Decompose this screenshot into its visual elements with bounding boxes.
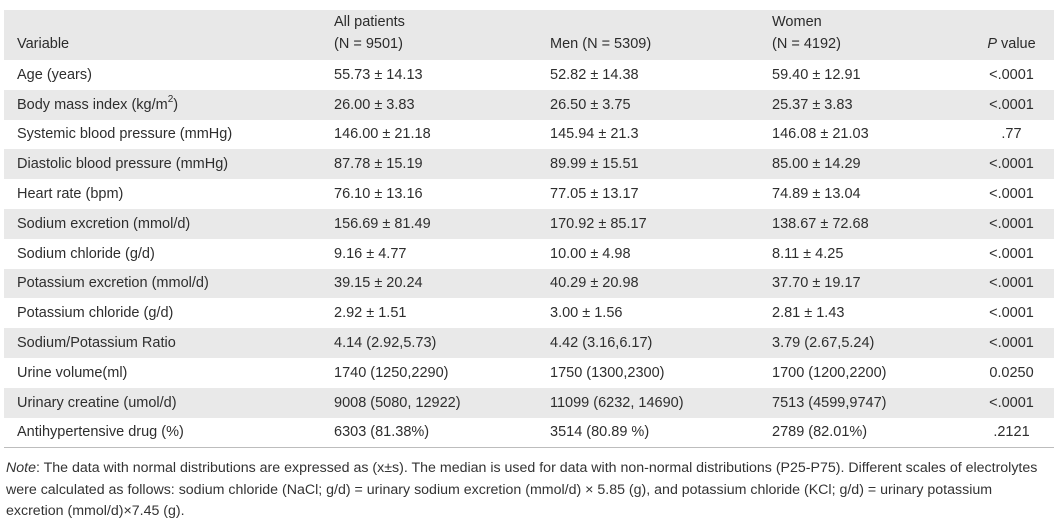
cell-all-patients: 2.92 ± 1.51 [334,305,407,322]
cell-variable: Heart rate (bpm) [17,186,124,203]
cell-p-value: 0.0250 [989,364,1034,381]
cell-all-patients: 76.10 ± 13.16 [334,186,423,203]
cell-men: 40.29 ± 20.98 [550,275,639,292]
cell-women: 2.81 ± 1.43 [772,305,845,322]
table-row: Sodium chloride (g/d) 9.16 ± 4.77 10.00 … [4,238,1054,269]
cell-women: 8.11 ± 4.25 [772,245,844,262]
cell-variable: Age (years) [17,66,92,83]
cell-p-value: <.0001 [989,186,1034,203]
cell-men: 3514 (80.89 %) [537,417,759,448]
table-row: Sodium excretion (mmol/d) 156.69 ± 81.49… [4,208,1054,239]
cell-variable: Urinary creatine (umol/d) [17,394,177,411]
cell-p-value: .2121 [949,417,1054,448]
cell-women: 3.79 (2.67,5.24) [772,335,875,352]
table-row: Sodium/Potassium Ratio 4.14 (2.92,5.73) … [4,328,1054,358]
cell-women: 146.08 ± 21.03 [772,126,869,143]
cell-men: 3.00 ± 1.56 [550,305,623,322]
cell-men: 26.50 ± 3.75 [550,96,631,113]
cell-men: 77.05 ± 13.17 [550,186,639,203]
cell-all-patients: 9.16 ± 4.77 [334,245,407,262]
cell-women: 25.37 ± 3.83 [772,96,853,113]
cell-all-patients: 87.78 ± 15.19 [334,156,423,173]
table-footnote: Note: The data with normal distributions… [6,458,1052,523]
cell-p-value: .77 [1001,126,1022,143]
cell-p-value: <.0001 [989,215,1034,232]
cell-all-patients: 4.14 (2.92,5.73) [334,335,437,352]
cell-women: 138.67 ± 72.68 [772,215,869,232]
table-row: Potassium chloride (g/d) 2.92 ± 1.51 3.0… [4,298,1054,329]
cell-men: 4.42 (3.16,6.17) [550,335,653,352]
cell-variable: Sodium excretion (mmol/d) [17,215,191,232]
cell-p-value: <.0001 [989,96,1034,113]
footnote-label: Note [6,460,36,476]
header-row: Variable All patients (N = 9501) Men (N =… [4,10,1054,60]
cell-women: 2789 (82.01%) [759,417,949,448]
cell-women: 74.89 ± 13.04 [772,186,861,203]
patient-characteristics-table: Variable All patients (N = 9501) Men (N =… [4,10,1054,448]
header-p-value: P value [987,36,1036,52]
table-row: Age (years) 55.73 ± 14.13 52.82 ± 14.38 … [4,60,1054,90]
cell-men: 52.82 ± 14.38 [550,66,639,83]
cell-all-patients: 55.73 ± 14.13 [334,66,423,83]
cell-variable: Urine volume(ml) [17,364,128,381]
cell-variable: Sodium chloride (g/d) [17,245,155,262]
cell-all-patients: 9008 (5080, 12922) [334,394,461,411]
cell-p-value: <.0001 [989,305,1034,322]
table-row: Antihypertensive drug (%) 6303 (81.38%) … [4,417,1054,448]
cell-variable: Potassium excretion (mmol/d) [17,275,209,292]
cell-men: 170.92 ± 85.17 [550,215,647,232]
table-row: Systemic blood pressure (mmHg) 146.00 ± … [4,119,1054,150]
cell-all-patients: 26.00 ± 3.83 [334,96,415,113]
cell-all-patients: 39.15 ± 20.24 [334,275,423,292]
table-row: Urinary creatine (umol/d) 9008 (5080, 12… [4,387,1054,418]
cell-women: 1700 (1200,2200) [772,364,887,381]
header-all-patients: All patients (N = 9501) [334,14,405,52]
cell-women: 85.00 ± 14.29 [772,156,861,173]
cell-men: 10.00 ± 4.98 [550,245,631,262]
cell-men: 11099 (6232, 14690) [550,394,684,411]
cell-p-value: <.0001 [989,156,1034,173]
cell-p-value: <.0001 [989,275,1034,292]
cell-variable: Potassium chloride (g/d) [17,305,174,322]
cell-women: 7513 (4599,9747) [772,394,887,411]
cell-p-value: <.0001 [989,66,1034,83]
cell-variable: Systemic blood pressure (mmHg) [17,126,233,143]
header-women: Women (N = 4192) [772,14,841,52]
cell-men: 89.99 ± 15.51 [550,156,639,173]
cell-men: 145.94 ± 21.3 [550,126,639,143]
cell-all-patients: 1740 (1250,2290) [334,364,449,381]
table-body: Age (years) 55.73 ± 14.13 52.82 ± 14.38 … [4,60,1054,448]
cell-all-patients: 6303 (81.38%) [321,417,537,448]
cell-p-value: <.0001 [989,245,1034,262]
header-men: Men (N = 5309) [550,36,652,52]
table-row: Heart rate (bpm) 76.10 ± 13.16 77.05 ± 1… [4,179,1054,209]
cell-all-patients: 146.00 ± 21.18 [334,126,431,143]
table-row: Potassium excretion (mmol/d) 39.15 ± 20.… [4,268,1054,299]
cell-p-value: <.0001 [989,335,1034,352]
footnote-text: : The data with normal distributions are… [6,460,1038,519]
data-table-container: Variable All patients (N = 9501) Men (N =… [4,10,1054,448]
header-variable: Variable [17,36,70,52]
cell-variable: Sodium/Potassium Ratio [17,335,176,352]
cell-all-patients: 156.69 ± 81.49 [334,215,431,232]
cell-women: 59.40 ± 12.91 [772,66,861,83]
table-row: Body mass index (kg/m2) 26.00 ± 3.83 26.… [4,89,1054,120]
cell-women: 37.70 ± 19.17 [772,275,861,292]
table-row: Urine volume(ml) 1740 (1250,2290) 1750 (… [4,357,1054,388]
table-header: Variable All patients (N = 9501) Men (N =… [4,10,1054,60]
cell-variable: Antihypertensive drug (%) [4,417,321,448]
table-row: Diastolic blood pressure (mmHg) 87.78 ± … [4,149,1054,180]
cell-variable: Diastolic blood pressure (mmHg) [17,156,229,173]
cell-men: 1750 (1300,2300) [550,364,665,381]
cell-p-value: <.0001 [989,394,1034,411]
cell-variable: Body mass index (kg/m2) [17,93,179,113]
